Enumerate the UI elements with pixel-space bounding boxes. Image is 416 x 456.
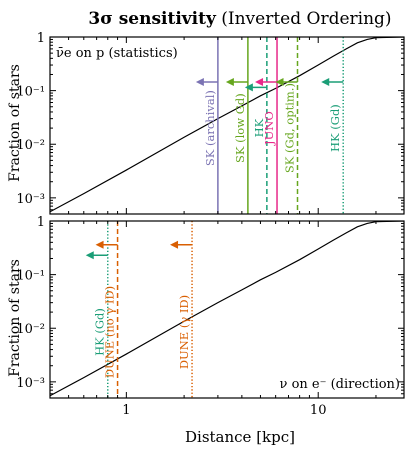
bottom-xtick-label-0: 1 xyxy=(122,403,130,418)
top-threshold-arrow-head-5 xyxy=(321,77,330,86)
bottom-threshold-label-0: HK (Gd) xyxy=(93,308,107,356)
top-ytick-label-2: 10⁻² xyxy=(16,138,45,153)
bottom-threshold-arrow-head-0 xyxy=(85,251,94,260)
bottom-threshold-arrow-head-1 xyxy=(95,240,104,249)
title-rest-text: (Inverted Ordering) xyxy=(221,9,391,29)
bottom-threshold-label-1: DUNE (no γ ID) xyxy=(103,286,117,378)
top-ylabel: Fraction of stars xyxy=(7,64,23,182)
top-fraction-curve xyxy=(50,37,404,213)
bottom-panel: HK (Gd)DUNE (no γ ID) DUNE (γ ID) 1 10 1 10⁻¹… xyxy=(16,215,405,418)
top-annotation: ν̄e on p (statistics) xyxy=(56,46,178,61)
bottom-annotation: ν on e⁻ (direction) xyxy=(280,377,400,392)
top-threshold-arrow-head-2 xyxy=(244,83,253,92)
bottom-ytick-label-0: 1 xyxy=(37,215,45,230)
top-threshold-arrow-head-3 xyxy=(255,77,264,86)
top-plot-content xyxy=(50,37,404,214)
xlabel: Distance [kpc] xyxy=(185,428,295,446)
top-threshold-label-5: HK (Gd) xyxy=(328,104,342,152)
bottom-ytick-label-2: 10⁻² xyxy=(16,322,45,337)
bottom-threshold-label-2: DUNE (γ ID) xyxy=(177,295,191,369)
top-ytick-label-1: 10⁻¹ xyxy=(16,85,45,100)
bottom-fraction-curve xyxy=(50,221,404,397)
figure-title: 3σ sensitivity (Inverted Ordering) xyxy=(88,9,391,29)
top-threshold-arrow-head-4 xyxy=(275,77,284,86)
bottom-ytick-label-1: 10⁻¹ xyxy=(16,269,45,284)
bottom-frame xyxy=(49,220,405,399)
top-ytick-label-0: 1 xyxy=(37,31,45,46)
top-frame xyxy=(49,36,405,215)
bottom-threshold-arrow-head-2 xyxy=(170,240,179,249)
top-threshold-label-4: SK (Gd, optim.) xyxy=(283,83,297,173)
bottom-ylabel: Fraction of stars xyxy=(7,259,23,377)
bottom-plot-content xyxy=(50,221,404,398)
top-threshold-label-1: SK (low Gd) xyxy=(233,93,247,163)
top-ytick-label-3: 10⁻³ xyxy=(16,192,45,207)
bottom-xtick-label-1: 10 xyxy=(310,403,327,418)
top-threshold-label-3: JUNO xyxy=(262,111,276,146)
title-bold: 3σ sensitivity xyxy=(88,9,217,29)
top-threshold-label-2: HK xyxy=(252,118,266,137)
top-threshold-arrow-head-0 xyxy=(195,77,204,86)
top-threshold-label-0: SK (archival) xyxy=(203,90,217,166)
top-threshold-arrow-head-1 xyxy=(225,77,234,86)
bottom-ytick-label-3: 10⁻³ xyxy=(16,376,45,391)
